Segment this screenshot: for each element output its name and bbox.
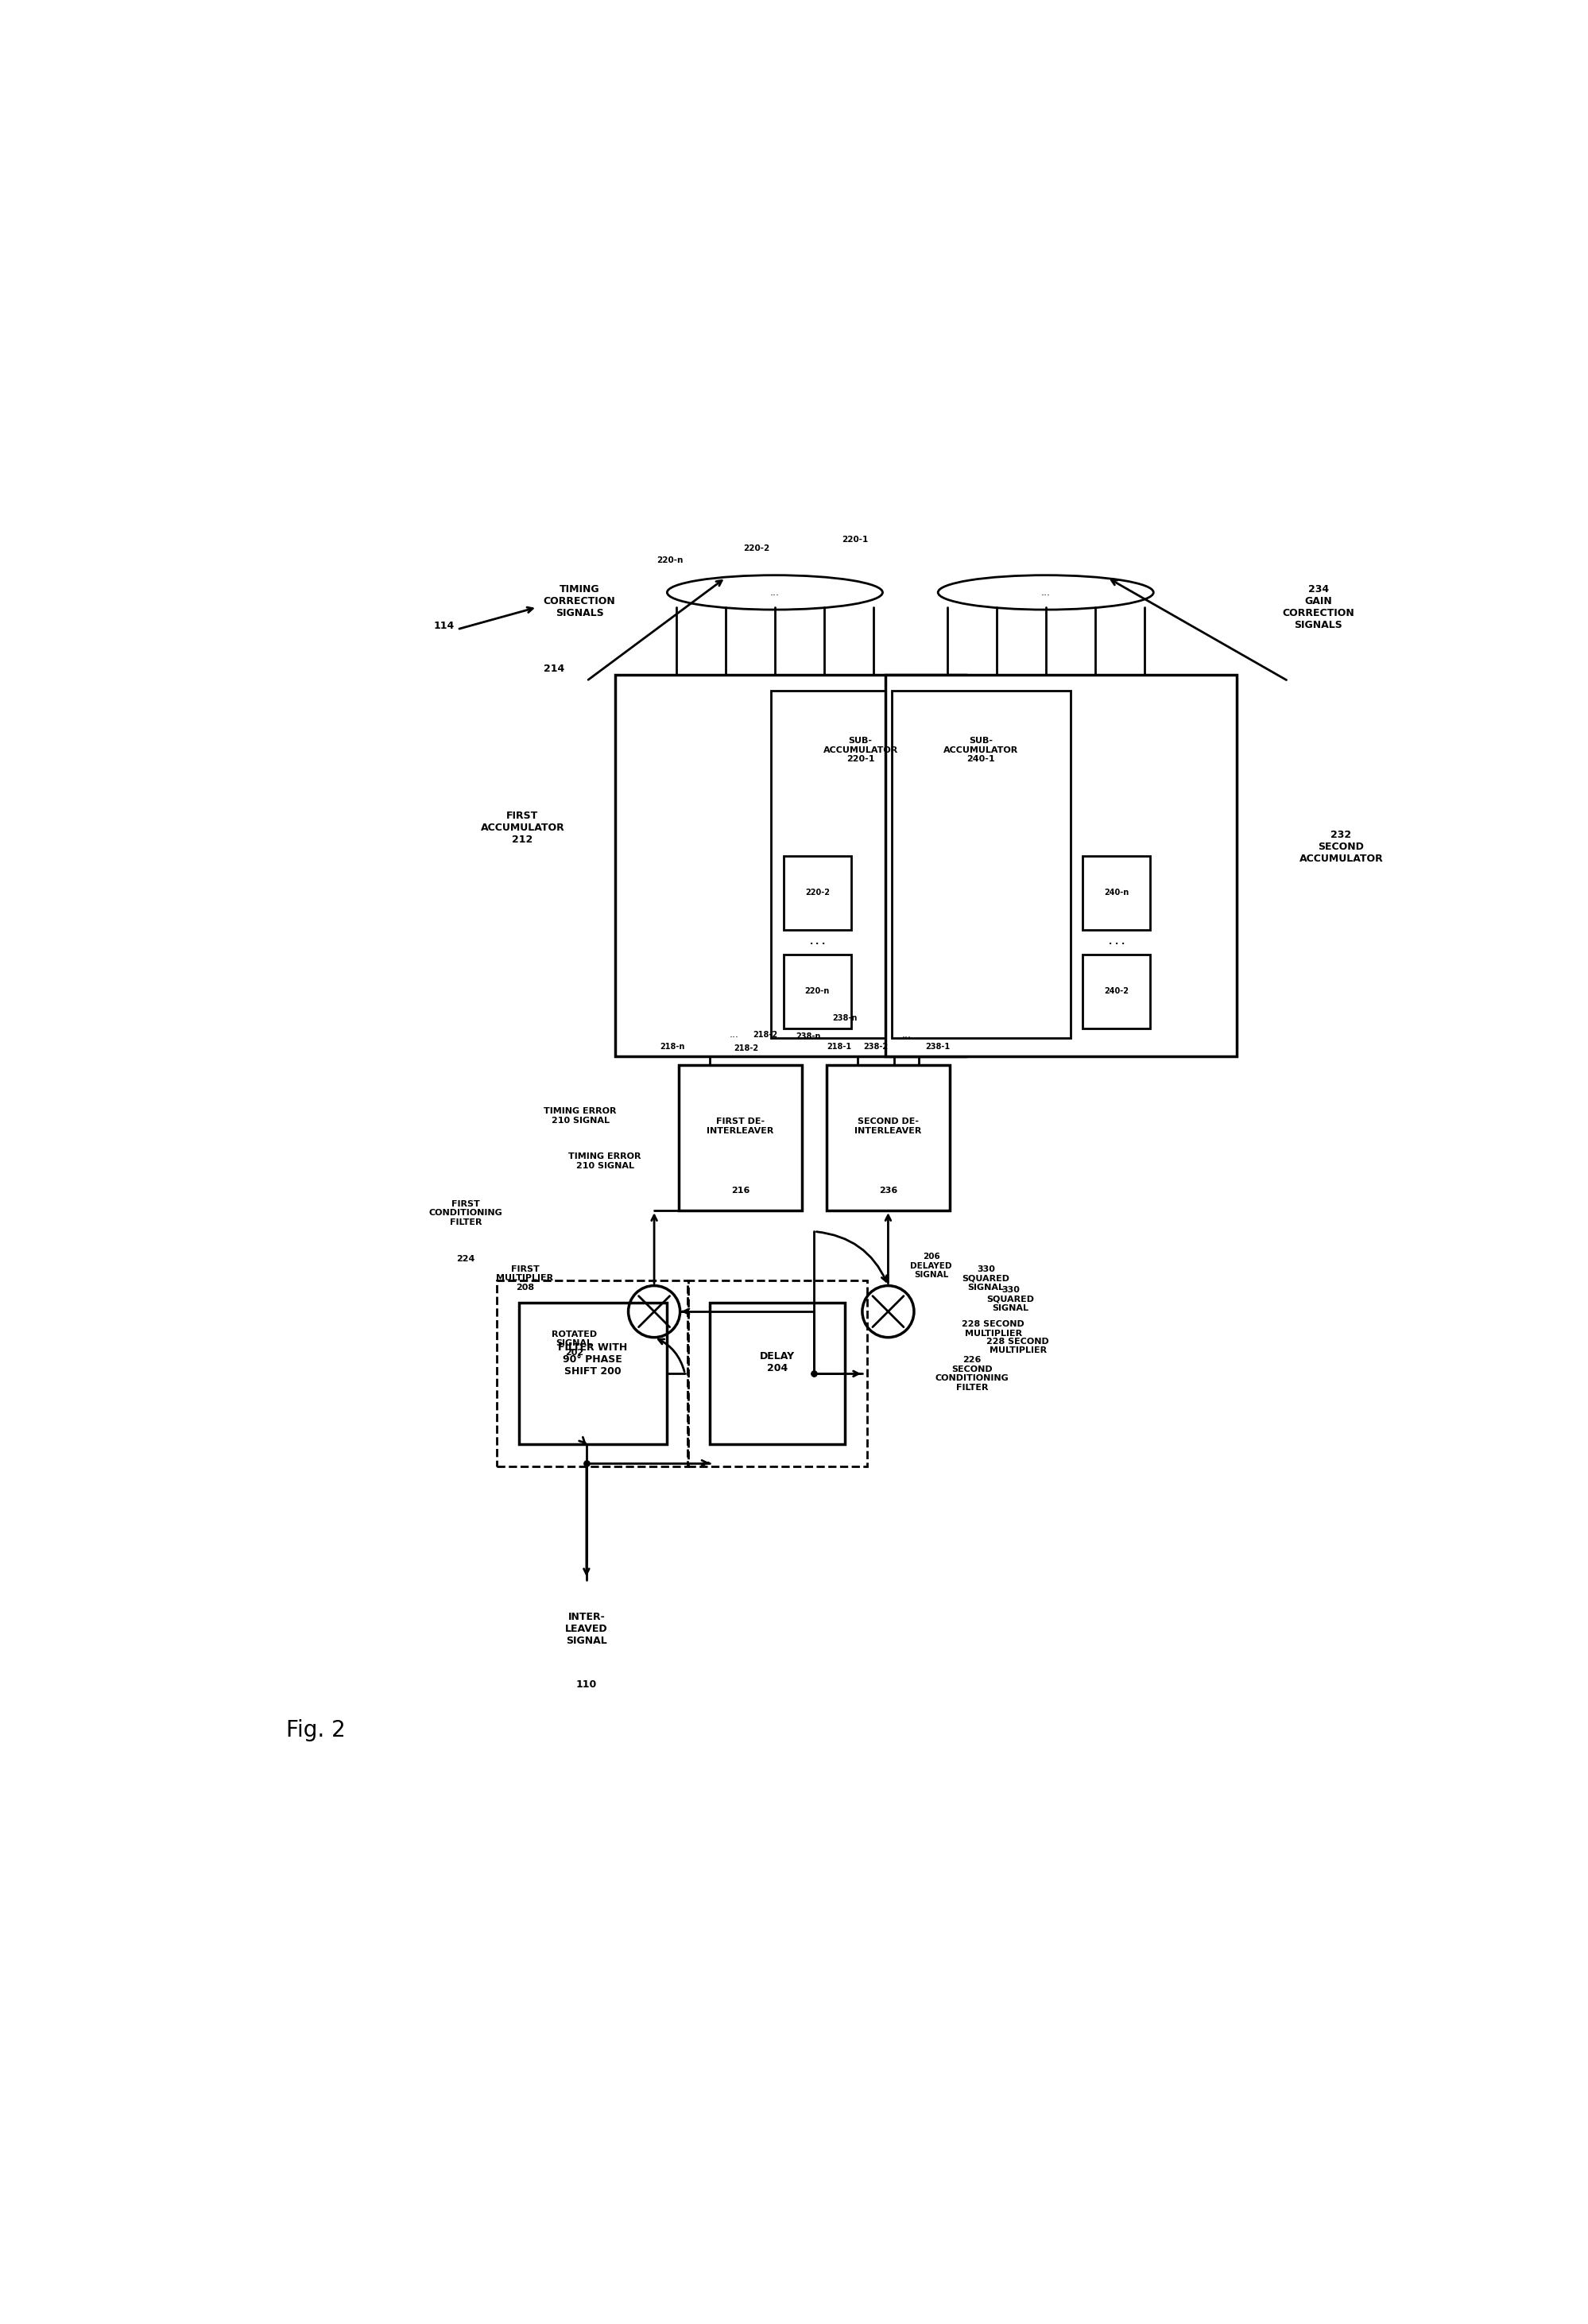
Text: 114: 114 bbox=[434, 621, 454, 630]
Text: 218-n: 218-n bbox=[659, 1043, 684, 1050]
Text: SUB-
ACCUMULATOR
220-1: SUB- ACCUMULATOR 220-1 bbox=[823, 737, 897, 762]
Text: 110: 110 bbox=[576, 1680, 597, 1690]
Text: 238-n: 238-n bbox=[796, 1032, 819, 1041]
Text: 226
SECOND
CONDITIONING
FILTER: 226 SECOND CONDITIONING FILTER bbox=[935, 1355, 1008, 1392]
Text: .: . bbox=[1108, 939, 1112, 946]
Text: 218-2: 218-2 bbox=[734, 1046, 759, 1053]
Text: Fig. 2: Fig. 2 bbox=[286, 1720, 345, 1741]
Bar bbox=[891, 690, 1070, 1039]
Bar bbox=[783, 855, 851, 930]
Bar bbox=[1081, 955, 1150, 1027]
Text: 240-n: 240-n bbox=[1104, 888, 1129, 897]
Text: ...: ... bbox=[1040, 588, 1050, 597]
Text: 330
SQUARED
SIGNAL: 330 SQUARED SIGNAL bbox=[962, 1264, 1010, 1292]
Text: FIRST
CONDITIONING
FILTER: FIRST CONDITIONING FILTER bbox=[429, 1199, 502, 1227]
Text: ...: ... bbox=[902, 1030, 912, 1039]
Text: FIRST
ACCUMULATOR
212: FIRST ACCUMULATOR 212 bbox=[480, 811, 564, 844]
Bar bbox=[783, 955, 851, 1027]
Text: 206
DELAYED
SIGNAL: 206 DELAYED SIGNAL bbox=[910, 1253, 951, 1278]
Text: 238-n: 238-n bbox=[832, 1016, 858, 1023]
Text: 238-1: 238-1 bbox=[924, 1043, 950, 1050]
Text: DELAY
204: DELAY 204 bbox=[759, 1350, 794, 1373]
Text: TIMING ERROR
210 SIGNAL: TIMING ERROR 210 SIGNAL bbox=[543, 1109, 616, 1125]
Text: 224: 224 bbox=[456, 1255, 475, 1262]
Bar bbox=[688, 1281, 867, 1466]
Text: ...: ... bbox=[770, 588, 780, 597]
Text: 218-1: 218-1 bbox=[826, 1043, 851, 1050]
Bar bbox=[615, 674, 966, 1057]
Bar bbox=[1081, 855, 1150, 930]
Text: FILTER WITH
90° PHASE
SHIFT 200: FILTER WITH 90° PHASE SHIFT 200 bbox=[557, 1343, 627, 1376]
Text: .: . bbox=[815, 939, 819, 946]
Text: ROTATED
SIGNAL
202: ROTATED SIGNAL 202 bbox=[551, 1329, 597, 1357]
Text: TIMING ERROR
210 SIGNAL: TIMING ERROR 210 SIGNAL bbox=[569, 1153, 642, 1169]
Text: .: . bbox=[1115, 939, 1118, 946]
Text: ...: ... bbox=[729, 1030, 738, 1039]
Text: 214: 214 bbox=[543, 665, 564, 674]
Text: FIRST DE-
INTERLEAVER: FIRST DE- INTERLEAVER bbox=[707, 1118, 773, 1134]
Text: 220-1: 220-1 bbox=[842, 535, 867, 544]
Text: INTER-
LEAVED
SIGNAL: INTER- LEAVED SIGNAL bbox=[565, 1613, 608, 1645]
Text: 216: 216 bbox=[730, 1188, 750, 1195]
Text: 228 SECOND
MULTIPLIER: 228 SECOND MULTIPLIER bbox=[986, 1336, 1048, 1355]
Text: SECOND DE-
INTERLEAVER: SECOND DE- INTERLEAVER bbox=[854, 1118, 921, 1134]
Text: 220-2: 220-2 bbox=[743, 544, 769, 553]
Text: 220-n: 220-n bbox=[656, 555, 683, 565]
Text: TIMING
CORRECTION
SIGNALS: TIMING CORRECTION SIGNALS bbox=[543, 583, 615, 618]
Bar bbox=[678, 1064, 802, 1211]
Text: 220-2: 220-2 bbox=[805, 888, 829, 897]
Text: 228 SECOND
MULTIPLIER: 228 SECOND MULTIPLIER bbox=[962, 1320, 1024, 1336]
Bar bbox=[497, 1281, 688, 1466]
Bar bbox=[770, 690, 950, 1039]
Text: 220-n: 220-n bbox=[805, 988, 829, 995]
Text: 240-2: 240-2 bbox=[1104, 988, 1129, 995]
Text: 236: 236 bbox=[878, 1188, 897, 1195]
Text: .: . bbox=[821, 939, 824, 946]
Bar bbox=[885, 674, 1235, 1057]
Text: 238-2: 238-2 bbox=[862, 1043, 888, 1050]
Text: .: . bbox=[808, 939, 813, 946]
Text: .: . bbox=[1121, 939, 1124, 946]
Text: FIRST
MULTIPLIER
208: FIRST MULTIPLIER 208 bbox=[495, 1264, 553, 1292]
Bar bbox=[826, 1064, 950, 1211]
Text: 218-2: 218-2 bbox=[753, 1030, 777, 1039]
Bar bbox=[710, 1304, 845, 1446]
Text: 232
SECOND
ACCUMULATOR: 232 SECOND ACCUMULATOR bbox=[1299, 830, 1383, 865]
Text: SUB-
ACCUMULATOR
240-1: SUB- ACCUMULATOR 240-1 bbox=[943, 737, 1018, 762]
Bar bbox=[519, 1304, 667, 1446]
Text: 234
GAIN
CORRECTION
SIGNALS: 234 GAIN CORRECTION SIGNALS bbox=[1282, 583, 1353, 630]
Text: 330
SQUARED
SIGNAL: 330 SQUARED SIGNAL bbox=[986, 1285, 1034, 1313]
